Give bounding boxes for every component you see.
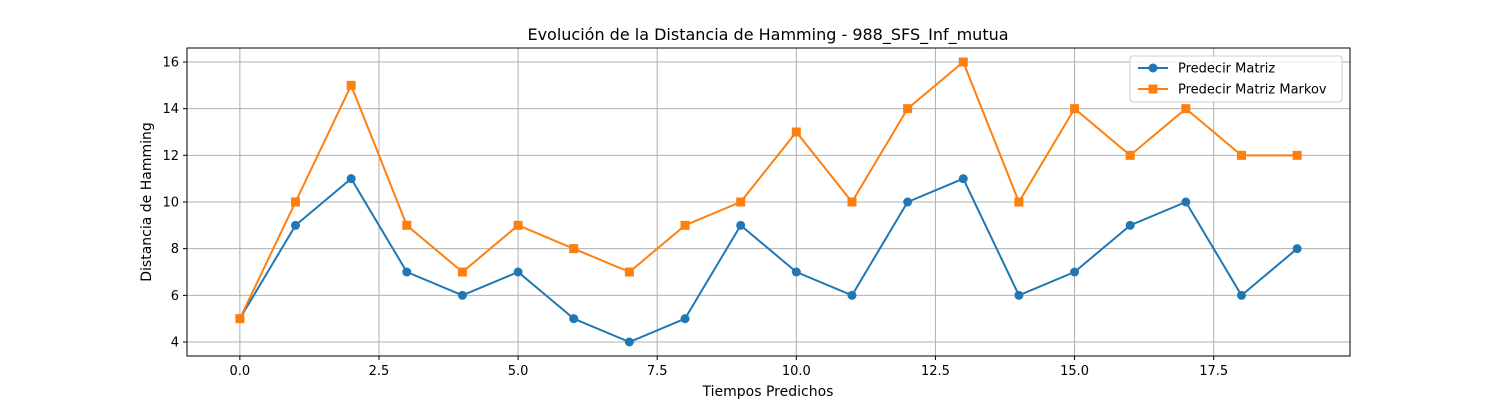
data-point bbox=[903, 197, 913, 207]
chart-title: Evolución de la Distancia de Hamming - 9… bbox=[527, 25, 1008, 45]
x-tick-label: 17.5 bbox=[1199, 364, 1228, 379]
data-point bbox=[680, 220, 690, 230]
legend-label: Predecir Matriz Markov bbox=[1178, 83, 1327, 98]
data-point bbox=[791, 127, 801, 137]
data-point bbox=[847, 290, 857, 300]
data-point bbox=[958, 57, 968, 67]
legend-label: Predecir Matriz bbox=[1178, 62, 1275, 77]
data-point bbox=[402, 267, 412, 277]
data-point bbox=[1292, 244, 1302, 254]
data-point bbox=[1236, 150, 1246, 160]
series-layer bbox=[235, 57, 1302, 347]
y-axis-label: Distancia de Hamming bbox=[139, 122, 155, 282]
series-line bbox=[238, 61, 1298, 320]
x-tick-label: 12.5 bbox=[921, 364, 950, 379]
ticks: 0.0 2.5 5.0 7.5 10.0 12.5 15.0 17.5 4 6 8 10 12 14 16 bbox=[162, 56, 1228, 380]
data-point bbox=[1014, 197, 1024, 207]
data-point bbox=[903, 104, 913, 114]
y-tick-label: 4 bbox=[171, 336, 179, 351]
y-tick-label: 10 bbox=[162, 196, 179, 211]
data-point bbox=[1014, 290, 1024, 300]
y-tick-label: 6 bbox=[171, 289, 179, 304]
data-point bbox=[457, 290, 467, 300]
data-point bbox=[569, 244, 579, 254]
legend-marker bbox=[1148, 84, 1158, 94]
data-point bbox=[624, 267, 634, 277]
y-tick-label: 12 bbox=[162, 149, 179, 164]
x-tick-label: 7.5 bbox=[647, 364, 668, 379]
data-point bbox=[1181, 197, 1191, 207]
data-point bbox=[1292, 150, 1302, 160]
data-point bbox=[680, 314, 690, 324]
series-1 bbox=[235, 174, 1302, 347]
x-tick-label: 15.0 bbox=[1060, 364, 1089, 379]
data-point bbox=[736, 197, 746, 207]
x-tick-label: 5.0 bbox=[508, 364, 529, 379]
data-point bbox=[1070, 104, 1080, 114]
x-tick-label: 10.0 bbox=[782, 364, 811, 379]
data-point bbox=[791, 267, 801, 277]
data-point bbox=[736, 220, 746, 230]
series-2 bbox=[235, 57, 1302, 324]
data-point bbox=[346, 80, 356, 90]
data-point bbox=[1070, 267, 1080, 277]
data-point bbox=[513, 267, 523, 277]
data-point bbox=[1236, 290, 1246, 300]
x-tick-label: 2.5 bbox=[369, 364, 390, 379]
data-point bbox=[291, 220, 301, 230]
grid bbox=[187, 48, 1350, 356]
data-point bbox=[569, 314, 579, 324]
data-point bbox=[1181, 104, 1191, 114]
y-tick-label: 8 bbox=[171, 242, 179, 257]
x-tick-label: 0.0 bbox=[230, 364, 251, 379]
data-point bbox=[235, 314, 245, 324]
data-point bbox=[291, 197, 301, 207]
series-line bbox=[239, 177, 1298, 343]
y-tick-label: 14 bbox=[162, 102, 179, 117]
legend-box bbox=[1129, 55, 1343, 103]
data-point bbox=[624, 337, 634, 347]
data-point bbox=[1125, 220, 1135, 230]
data-point bbox=[847, 197, 857, 207]
data-point bbox=[958, 174, 968, 184]
legend-marker bbox=[1148, 63, 1158, 73]
data-point bbox=[513, 220, 523, 230]
y-tick-label: 16 bbox=[162, 56, 179, 71]
x-axis-label: Tiempos Predichos bbox=[702, 384, 834, 400]
data-point bbox=[457, 267, 467, 277]
data-point bbox=[346, 174, 356, 184]
data-point bbox=[402, 220, 412, 230]
legend: Predecir Matriz Predecir Matriz Markov bbox=[1129, 55, 1343, 103]
data-point bbox=[1125, 150, 1135, 160]
